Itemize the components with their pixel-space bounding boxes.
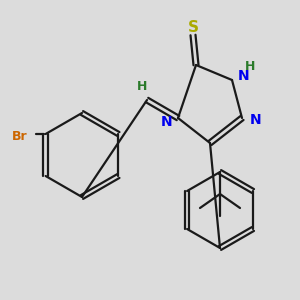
Text: H: H (245, 59, 255, 73)
Text: N: N (250, 113, 262, 127)
Text: H: H (137, 80, 147, 92)
Text: N: N (238, 69, 250, 83)
Text: Br: Br (12, 130, 28, 142)
Text: N: N (160, 115, 172, 129)
Text: S: S (188, 20, 199, 34)
